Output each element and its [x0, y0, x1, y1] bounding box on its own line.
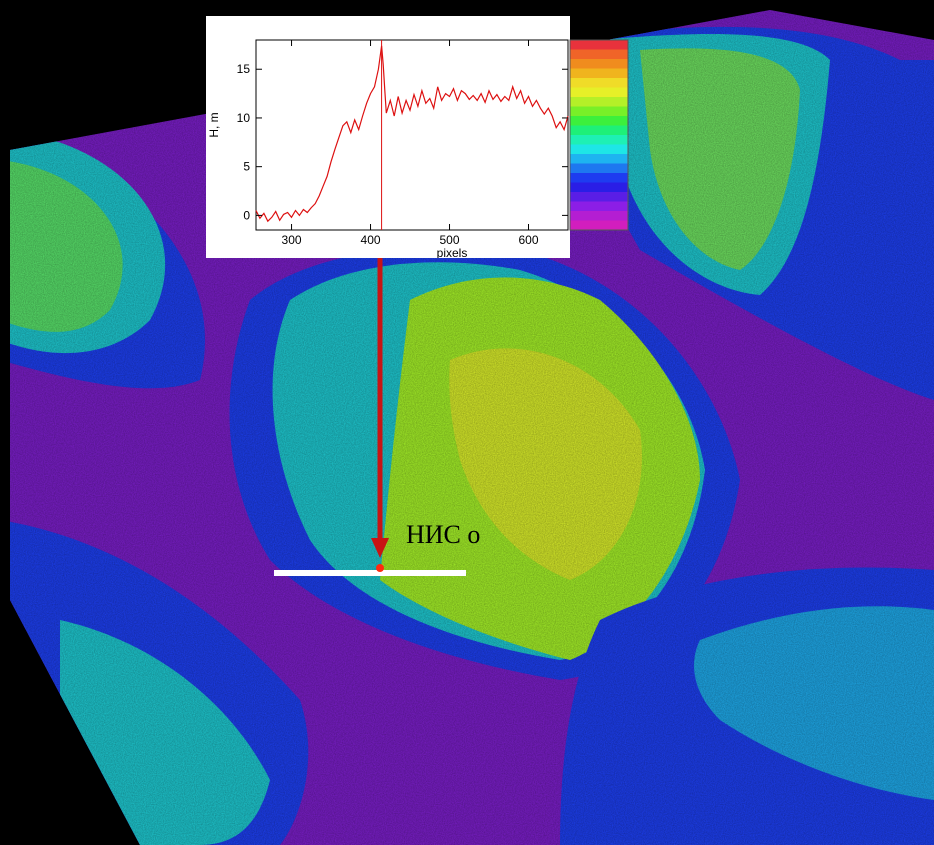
colorbar-segment [570, 68, 628, 79]
y-tick-label: 10 [237, 111, 251, 125]
colorbar-segment [570, 182, 628, 193]
y-tick-label: 15 [237, 62, 251, 76]
y-axis-label: H, m [207, 112, 221, 137]
colorbar-segment [570, 220, 628, 231]
colorbar-segment [570, 87, 628, 98]
x-axis-label: pixels [437, 246, 468, 258]
series-line-0 [255, 45, 569, 223]
x-tick-label: 500 [440, 233, 460, 247]
x-tick-label: 400 [361, 233, 381, 247]
plot-frame [255, 39, 569, 231]
profile-chart-panel: 300 400 500 600 0 5 10 15 pixels H, m [206, 16, 629, 258]
colorbar-segment [570, 154, 628, 164]
colorbar-segment [570, 40, 628, 50]
colorbar-segment [570, 59, 628, 69]
colorbar-segment [570, 144, 628, 155]
colorbar-segment [570, 97, 628, 107]
colorbar-segment [570, 135, 628, 145]
colorbar-segment [570, 125, 628, 136]
station-marker [376, 564, 384, 572]
y-tick-label: 0 [243, 208, 250, 222]
y-tick-label: 5 [243, 160, 250, 174]
colorbar-segment [570, 192, 628, 202]
colorbar-segment [570, 173, 628, 183]
colorbar-segment [570, 201, 628, 212]
height-profile-chart: 300 400 500 600 0 5 10 15 pixels H, m [207, 39, 629, 258]
colorbar-segment [570, 49, 628, 60]
x-tick-label: 300 [282, 233, 302, 247]
pointer-arrow-head [371, 538, 389, 558]
colorbar-segment [570, 106, 628, 117]
colorbar-segment [570, 116, 628, 126]
x-tick-label: 600 [518, 233, 538, 247]
colorbar-segment [570, 163, 628, 174]
colorbar-segment [570, 78, 628, 88]
colorbar-segment [570, 211, 628, 221]
station-label: НИС о [406, 520, 481, 549]
colorbar-frame [569, 39, 629, 231]
